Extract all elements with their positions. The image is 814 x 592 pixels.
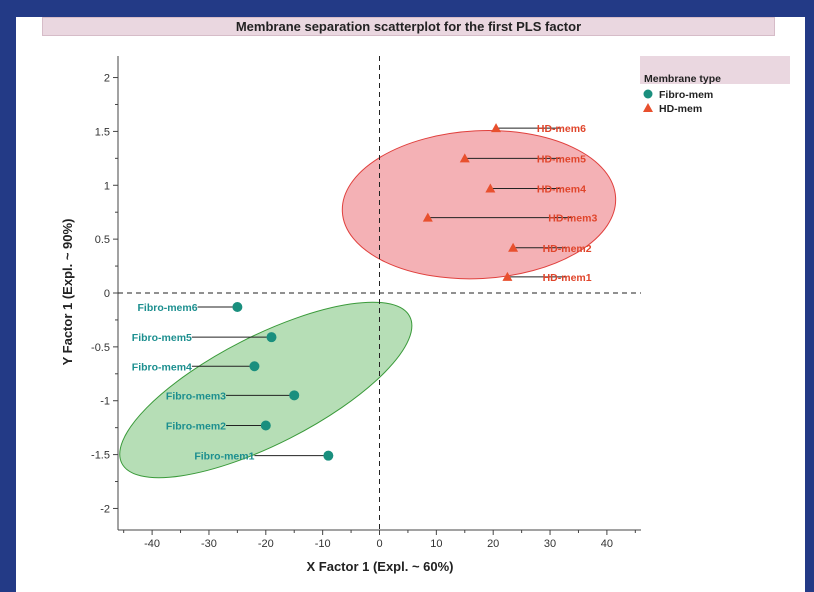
x-tick-label: -20 xyxy=(258,538,274,550)
x-tick-label: -10 xyxy=(315,538,331,550)
x-tick-label: 40 xyxy=(601,538,613,550)
point-label: HD-mem6 xyxy=(537,123,586,135)
point-label: HD-mem1 xyxy=(543,272,592,284)
y-tick-label: 1.5 xyxy=(95,126,110,138)
x-tick-label: 0 xyxy=(376,538,382,550)
data-point-hd-mem1 xyxy=(502,271,513,281)
data-point-fibro-mem5 xyxy=(266,332,277,343)
point-label: Fibro-mem3 xyxy=(166,390,226,402)
y-tick-label: 0 xyxy=(104,288,110,300)
data-point-hd-mem2 xyxy=(508,242,519,252)
x-tick-label: 10 xyxy=(430,538,442,550)
point-label: Fibro-mem2 xyxy=(166,421,226,433)
y-tick-label: 2 xyxy=(104,73,110,85)
data-point-fibro-mem4 xyxy=(249,361,260,372)
y-axis-title: Y Factor 1 (Expl. ~ 90%) xyxy=(60,219,75,366)
data-point-hd-mem5 xyxy=(459,153,470,163)
data-point-hd-mem3 xyxy=(422,212,433,222)
legend: Membrane type Fibro-mem HD-mem xyxy=(640,56,790,115)
legend-header-bg xyxy=(640,56,790,84)
chart-frame xyxy=(16,17,805,592)
point-label: HD-mem5 xyxy=(537,153,586,165)
chart-title: Membrane separation scatterplot for the … xyxy=(42,17,775,36)
x-tick-label: 20 xyxy=(487,538,499,550)
data-point-fibro-mem3 xyxy=(289,390,300,401)
y-tick-label: -1 xyxy=(100,396,110,408)
data-point-fibro-mem1 xyxy=(323,450,334,461)
confidence-ellipse-fibro-mem xyxy=(119,301,413,479)
y-tick-label: -2 xyxy=(100,503,110,515)
point-label: Fibro-mem4 xyxy=(132,361,192,373)
legend-hd-marker xyxy=(643,103,653,112)
confidence-ellipse-hd-mem xyxy=(341,130,617,280)
y-tick-label: -1.5 xyxy=(91,450,110,462)
x-tick-label: -40 xyxy=(144,538,160,550)
y-tick-label: 1 xyxy=(104,180,110,192)
legend-title: Membrane type xyxy=(644,73,721,85)
point-label: Fibro-mem5 xyxy=(132,332,192,344)
x-axis-title: X Factor 1 (Expl. ~ 60%) xyxy=(306,559,453,574)
data-point-fibro-mem6 xyxy=(232,302,243,313)
data-point-hd-mem6 xyxy=(491,123,502,133)
y-tick-label: 0.5 xyxy=(95,234,110,246)
point-label: Fibro-mem1 xyxy=(194,451,254,463)
data-point-fibro-mem2 xyxy=(260,420,271,431)
x-tick-label: -30 xyxy=(201,538,217,550)
legend-fibro-label: Fibro-mem xyxy=(659,89,713,101)
data-point-hd-mem4 xyxy=(485,183,496,193)
legend-hd-label: HD-mem xyxy=(659,103,702,115)
legend-fibro-marker xyxy=(643,89,653,99)
point-label: HD-mem4 xyxy=(537,184,586,196)
point-label: Fibro-mem6 xyxy=(137,302,197,314)
y-tick-label: -0.5 xyxy=(91,342,110,354)
point-label: HD-mem2 xyxy=(543,243,592,255)
point-label: HD-mem3 xyxy=(548,213,597,225)
x-tick-label: 30 xyxy=(544,538,556,550)
